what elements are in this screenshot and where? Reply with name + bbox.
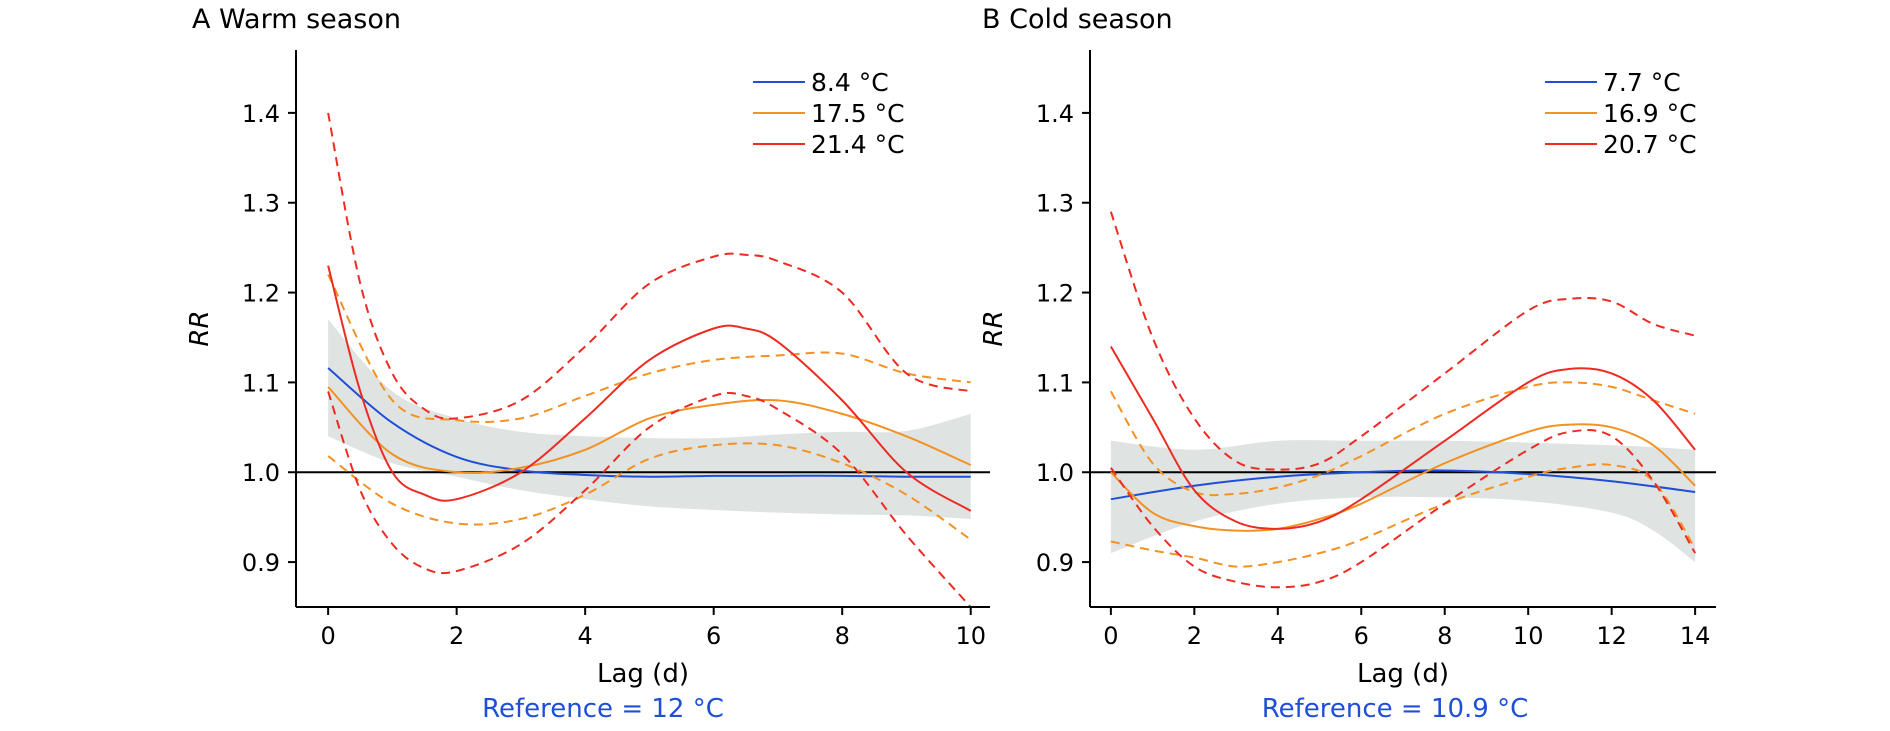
series-line-3: [1110, 345, 1696, 530]
x-tick-label: 6: [1354, 622, 1369, 650]
legend-label-3: 20.7 °C: [1603, 130, 1697, 159]
x-tick-label: 2: [1187, 622, 1202, 650]
series-line-3: [327, 265, 972, 512]
x-tick-label: 8: [1437, 622, 1452, 650]
y-tick-label: 0.9: [1036, 549, 1074, 577]
x-axis-label: Lag (d): [1357, 659, 1449, 689]
confidence-band: [1110, 440, 1696, 563]
y-axis-label: RR: [185, 310, 215, 346]
x-tick-label: 6: [706, 622, 721, 650]
x-tick-label: 8: [835, 622, 850, 650]
y-tick-label: 1.3: [1036, 190, 1074, 218]
x-tick-label: 0: [320, 622, 335, 650]
series-line-2: [1110, 423, 1696, 532]
legend-label-1: 7.7 °C: [1603, 68, 1681, 97]
reference-text: Reference = 12 °C: [482, 694, 724, 724]
x-tick-label: 4: [1270, 622, 1285, 650]
reference-text: Reference = 10.9 °C: [1262, 694, 1529, 724]
panel-b: 0.9 1.0 1.1 1.2 1.3 1.4 0 2 4 6 8 10 12 14 Lag (d) RR B …: [979, 4, 1716, 724]
legend-label-2: 17.5 °C: [811, 99, 905, 128]
x-tick-label: 4: [578, 622, 593, 650]
series-upper-ci-3: [327, 112, 971, 420]
panel-title: A Warm season: [192, 4, 401, 35]
confidence-band: [328, 319, 971, 519]
series-upper-ci-3: [1109, 211, 1696, 471]
series-lower-ci-3: [1110, 429, 1696, 589]
x-tick-label: 10: [955, 622, 986, 650]
x-tick-label: 0: [1103, 622, 1118, 650]
legend-label-2: 16.9 °C: [1603, 99, 1697, 128]
y-tick-label: 0.9: [242, 549, 280, 577]
y-tick-label: 1.1: [1036, 369, 1074, 397]
legend-label-3: 21.4 °C: [811, 130, 905, 159]
series-lower-ci-3: [327, 391, 972, 608]
x-tick-label: 10: [1513, 622, 1544, 650]
series-upper-ci-2: [1110, 381, 1696, 497]
panel-title: B Cold season: [982, 4, 1173, 35]
y-tick-label: 1.0: [242, 459, 280, 487]
y-tick-label: 1.1: [242, 369, 280, 397]
series-line-1: [327, 367, 971, 478]
x-axis-label: Lag (d): [597, 659, 689, 689]
x-tick-label: 12: [1596, 622, 1627, 650]
legend-label-1: 8.4 °C: [811, 68, 889, 97]
series-lower-ci-2: [327, 442, 972, 541]
x-tick-label: 14: [1680, 622, 1711, 650]
x-tick-label: 2: [449, 622, 464, 650]
panel-a: 0.9 1.0 1.1 1.2 1.3 1.4 0 2 4 6 8 10 Lag (d) RR A Warm…: [185, 4, 990, 724]
y-tick-label: 1.0: [1036, 459, 1074, 487]
y-tick-label: 1.4: [242, 100, 280, 128]
legend: 7.7 °C16.9 °C20.7 °C: [1545, 68, 1697, 159]
y-tick-label: 1.2: [242, 280, 280, 308]
legend: 8.4 °C17.5 °C21.4 °C: [753, 68, 905, 159]
y-tick-label: 1.4: [1036, 100, 1074, 128]
series-upper-ci-2: [327, 274, 971, 423]
y-axis-label: RR: [979, 310, 1009, 346]
y-tick-label: 1.3: [242, 190, 280, 218]
y-tick-label: 1.2: [1036, 280, 1074, 308]
